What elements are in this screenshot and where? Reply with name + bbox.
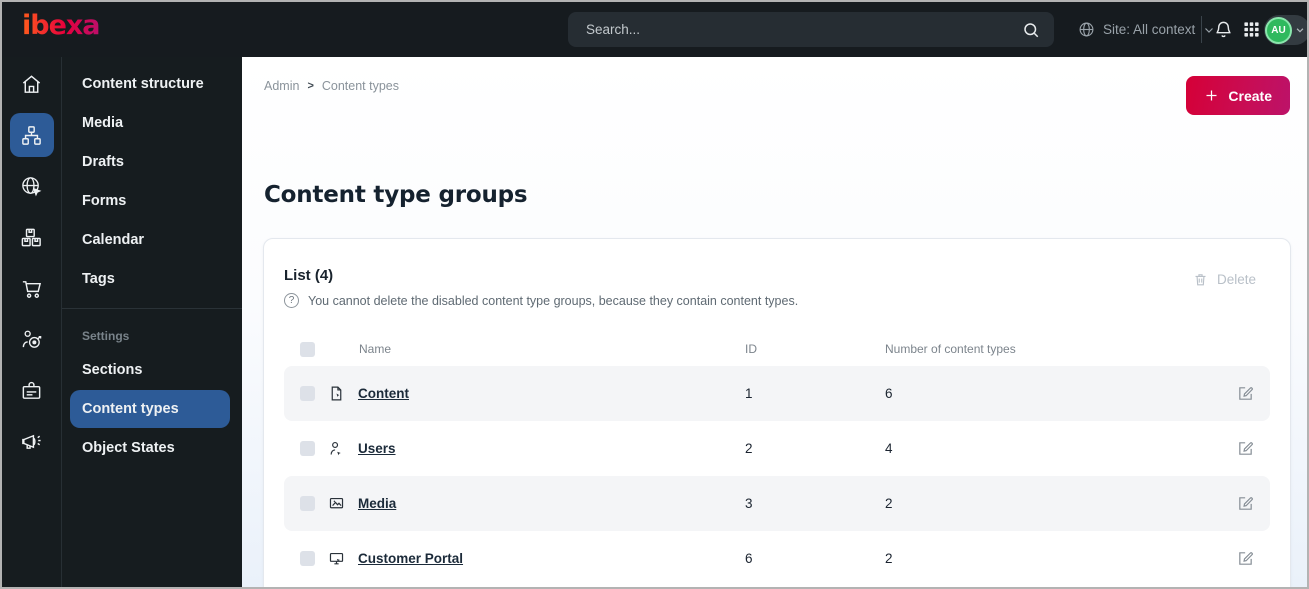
file-icon (328, 385, 345, 402)
group-link-content[interactable]: Content (358, 386, 409, 401)
edit-icon (1239, 552, 1253, 565)
sidebar-item-sections[interactable]: Sections (82, 362, 143, 378)
site-context-selector[interactable]: Site: All context (1078, 2, 1215, 57)
row-count: 6 (885, 386, 893, 401)
list-title: List (4) (284, 267, 334, 284)
grid-icon (1244, 22, 1259, 37)
sidebar-item-forms[interactable]: Forms (82, 193, 127, 209)
cart-icon[interactable] (10, 266, 54, 310)
id-badge-icon[interactable] (10, 368, 54, 412)
image-icon (328, 495, 345, 512)
group-link-customer-portal[interactable]: Customer Portal (358, 551, 464, 566)
icon-rail (2, 57, 62, 587)
edit-button[interactable] (1237, 440, 1254, 457)
sidebar-item-calendar[interactable]: Calendar (82, 232, 145, 248)
sidebar-item-content-structure[interactable]: Content structure (82, 76, 204, 92)
main-content: Admin > Content types Create Content typ… (242, 57, 1307, 587)
create-button[interactable]: Create (1186, 76, 1290, 115)
chevron-down-icon (1296, 28, 1304, 33)
personalization-target-icon[interactable] (10, 317, 54, 361)
row-checkbox[interactable] (300, 551, 315, 566)
edit-icon (1239, 387, 1253, 400)
monitor-icon (328, 550, 345, 567)
globe-icon (1078, 21, 1095, 38)
info-line: ? You cannot delete the disabled content… (284, 293, 798, 308)
content-tree-icon[interactable] (9, 113, 54, 157)
column-header-count: Number of content types (885, 342, 1016, 356)
table-row: Users 2 4 (284, 421, 1270, 476)
edit-icon (1239, 497, 1253, 510)
row-id: 3 (745, 496, 753, 511)
sidebar-menu: Content structure Media Drafts Forms Cal… (62, 57, 242, 587)
content-type-groups-table: Name ID Number of content types Content (284, 332, 1270, 586)
row-id: 1 (745, 386, 753, 401)
row-count: 2 (885, 551, 893, 566)
breadcrumb: Admin > Content types (264, 79, 399, 93)
sidebar-item-tags[interactable]: Tags (82, 271, 115, 287)
column-header-id: ID (745, 342, 757, 356)
row-checkbox[interactable] (300, 496, 315, 511)
site-globe-icon[interactable] (10, 164, 54, 208)
sidebar-item-content-types[interactable]: Content types (70, 390, 230, 428)
chevron-down-icon (1205, 27, 1214, 33)
ibexa-logo[interactable]: ibexa (22, 10, 101, 41)
table-row: Customer Portal 6 2 (284, 531, 1270, 586)
top-bar: ibexa Search... Site: All context AU (2, 2, 1307, 57)
avatar[interactable]: AU (1265, 16, 1292, 44)
edit-button[interactable] (1237, 550, 1254, 567)
sidebar-item-media[interactable]: Media (82, 115, 124, 131)
edit-button[interactable] (1237, 385, 1254, 402)
edit-icon (1239, 442, 1253, 455)
edit-button[interactable] (1237, 495, 1254, 512)
trash-icon (1195, 274, 1206, 286)
table-row: Media 3 2 (284, 476, 1270, 531)
home-icon[interactable] (10, 62, 54, 106)
commerce-boxes-icon[interactable] (10, 215, 54, 259)
table-row: Content 1 6 (284, 366, 1270, 421)
bell-icon (1216, 21, 1231, 38)
search-icon[interactable] (1022, 21, 1040, 39)
group-link-users[interactable]: Users (358, 441, 396, 456)
search-placeholder: Search... (586, 22, 641, 37)
breadcrumb-content-types[interactable]: Content types (321, 79, 400, 93)
info-text: You cannot delete the disabled content t… (308, 293, 799, 308)
apps-grid-button[interactable] (1243, 2, 1260, 57)
page-title: Content type groups (264, 182, 528, 208)
notifications-button[interactable] (1214, 2, 1233, 57)
topbar-divider (1201, 16, 1202, 43)
table-header-row: Name ID Number of content types (284, 332, 1270, 366)
settings-section-label: Settings (82, 329, 130, 343)
menu-divider (62, 308, 242, 309)
delete-button[interactable]: Delete (1193, 272, 1256, 287)
site-context-label: Site: All context (1103, 22, 1196, 37)
create-button-label: Create (1228, 87, 1272, 104)
row-id: 2 (745, 441, 753, 456)
column-header-name: Name (359, 342, 392, 356)
select-all-checkbox[interactable] (300, 341, 315, 357)
megaphone-icon[interactable] (10, 419, 54, 463)
breadcrumb-separator-icon: > (307, 80, 314, 92)
sidebar-item-object-states[interactable]: Object States (82, 440, 175, 456)
row-count: 2 (885, 496, 893, 511)
row-checkbox[interactable] (300, 386, 315, 401)
breadcrumb-admin[interactable]: Admin (264, 79, 300, 93)
user-menu[interactable]: AU (1264, 15, 1307, 45)
content-type-groups-card: List (4) ? You cannot delete the disable… (263, 238, 1291, 587)
row-checkbox[interactable] (300, 441, 315, 456)
sidebar-item-drafts[interactable]: Drafts (82, 154, 124, 170)
plus-icon (1206, 90, 1217, 101)
delete-button-label: Delete (1216, 272, 1256, 287)
user-icon (328, 440, 345, 457)
search-input[interactable]: Search... (568, 12, 1054, 47)
row-id: 6 (745, 551, 753, 566)
group-link-media[interactable]: Media (358, 496, 397, 511)
help-circle-icon: ? (284, 293, 299, 308)
row-count: 4 (885, 441, 893, 456)
